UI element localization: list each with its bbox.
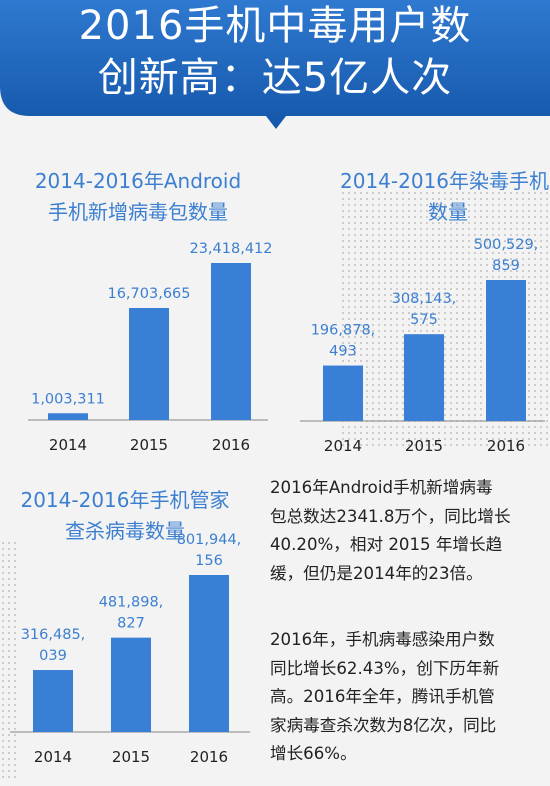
bar-2015 <box>404 334 444 421</box>
text-line: 包总数达2341.8万个，同比增长 <box>270 506 511 526</box>
value-label: 859 <box>492 258 520 274</box>
chart2-infected-phones: 196,878, 493 2014 308,143, 575 2015 500,529, 85… <box>290 200 550 474</box>
text-line: 同比增长62.43%，创下历年新 <box>270 658 500 678</box>
text-line: 家病毒查杀次数为8亿次，同比 <box>270 715 497 735</box>
text-line: 增长66%。 <box>270 744 357 763</box>
text-line: 缓，但仍是2014年的23倍。 <box>270 563 483 583</box>
bar-2016 <box>211 263 251 420</box>
x-tick-label: 2015 <box>405 437 443 455</box>
dot-pattern-left <box>0 540 20 780</box>
value-label: 481,898, <box>99 595 164 611</box>
chart1-title-line2: 手机新增病毒包数量 <box>48 200 228 224</box>
x-tick-label: 2015 <box>112 748 150 766</box>
x-tick-label: 2015 <box>130 436 168 454</box>
text-paragraph-2: 2016年，手机病毒感染用户数 同比增长62.43%，创下历年新 高。2016年… <box>270 626 550 769</box>
page-title-line1: 2016手机中毒用户数 <box>78 3 472 49</box>
value-label: 500,529, <box>474 237 539 253</box>
x-tick-label: 2014 <box>49 436 87 454</box>
bar-2014 <box>48 413 88 420</box>
value-label: 575 <box>410 312 438 328</box>
chart2-title-line2: 数量 <box>428 200 468 224</box>
chart3-kill-virus-count: 316,485, 039 2014 481,898, 827 2015 801,944, 15… <box>0 520 270 786</box>
bar-2016 <box>486 280 526 421</box>
chart3-title-line1: 2014-2016年手机管家 <box>20 488 230 512</box>
value-label: 308,143, <box>392 291 457 307</box>
value-label: 316,485, <box>21 627 86 643</box>
value-label: 1,003,311 <box>31 391 105 407</box>
x-tick-label: 2016 <box>212 436 250 454</box>
header-background <box>0 0 550 129</box>
x-tick-label: 2014 <box>34 748 72 766</box>
value-label: 827 <box>117 616 145 632</box>
x-tick-label: 2016 <box>487 437 525 455</box>
x-tick-label: 2016 <box>190 748 228 766</box>
bar-2015 <box>111 637 151 732</box>
chart1-android-new-virus-packages: 1,003,311 2014 16,703,665 2015 23,418,412 201… <box>0 200 290 474</box>
bar-2014 <box>323 365 363 421</box>
page-title-line2: 创新高：达5亿人次 <box>97 55 453 101</box>
value-label: 039 <box>39 648 67 664</box>
value-label: 16,703,665 <box>107 286 190 302</box>
bar-2016 <box>189 575 229 732</box>
header-banner: 2016手机中毒用户数 创新高：达5亿人次 <box>0 0 550 132</box>
text-paragraph-1: 2016年Android手机新增病毒 包总数达2341.8万个，同比增长 40.… <box>270 474 550 588</box>
text-line: 2016年，手机病毒感染用户数 <box>270 630 495 649</box>
text-line: 高。2016年全年，腾讯手机管 <box>270 687 495 706</box>
chart1-title-line1: 2014-2016年Android <box>34 169 242 193</box>
value-label: 801,944, <box>177 532 242 548</box>
text-line: 40.20%，相对 2015 年增长趋 <box>270 535 503 554</box>
bar-2015 <box>129 308 169 420</box>
value-label: 156 <box>195 553 223 569</box>
bar-2014 <box>33 670 73 732</box>
value-label: 23,418,412 <box>189 241 272 257</box>
chart2-title-line1: 2014-2016年染毒手机 <box>340 169 550 193</box>
text-line: 2016年Android手机新增病毒 <box>270 478 493 497</box>
x-tick-label: 2014 <box>324 437 362 455</box>
value-label: 493 <box>329 344 357 360</box>
value-label: 196,878, <box>311 323 376 339</box>
chart3-title-line2: 查杀病毒数量 <box>65 519 185 543</box>
